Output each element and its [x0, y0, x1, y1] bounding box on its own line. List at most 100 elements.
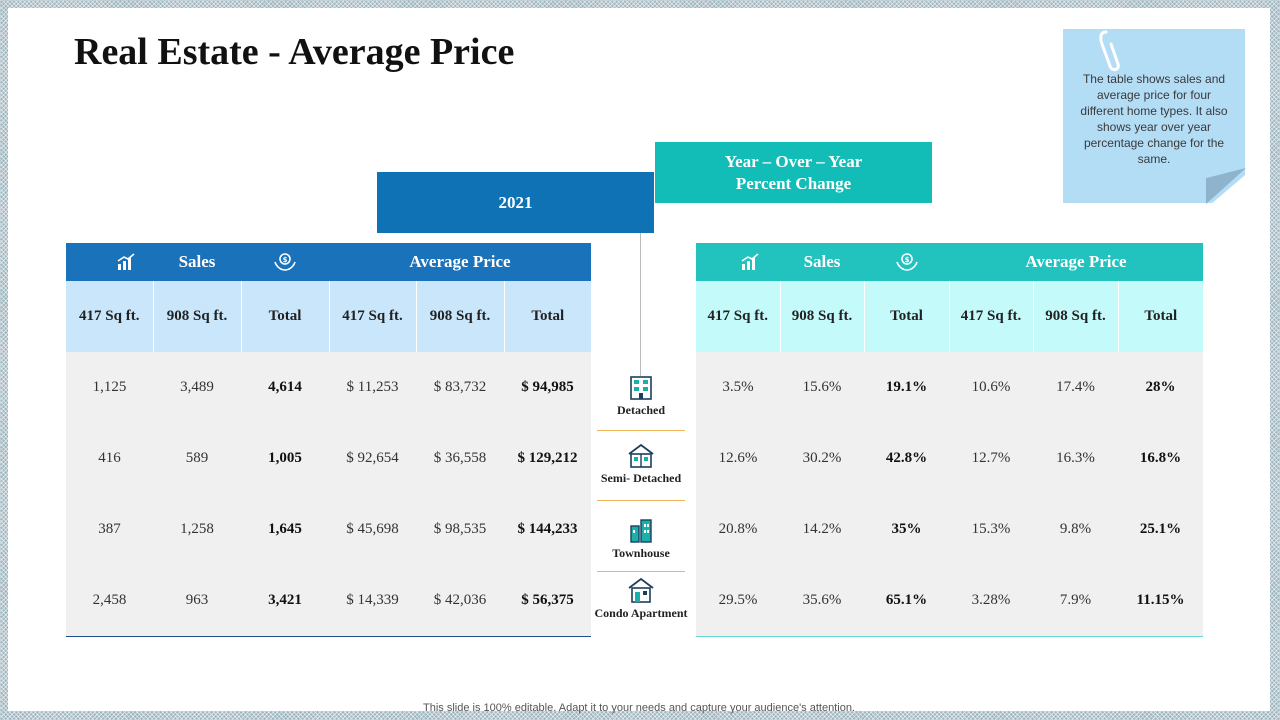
subheader-cell: 417 Sq ft.: [329, 281, 417, 352]
table-cell: 29.5%: [696, 565, 780, 637]
subheader-cell: 417 Sq ft.: [949, 281, 1034, 352]
table-cell: $ 11,253: [329, 352, 416, 423]
table-cell: $ 83,732: [416, 352, 504, 423]
growth-chart-icon: [741, 253, 759, 270]
table-cell: $ 45,698: [329, 494, 416, 565]
table-cell: 1,645: [241, 494, 329, 565]
home-type-detached: Detached: [593, 375, 689, 418]
table-cell: 3.5%: [696, 352, 780, 423]
table-cell: 1,258: [153, 494, 241, 565]
sales-group-header: Sales: [153, 243, 241, 281]
table-cell: $ 94,985: [504, 352, 591, 423]
table-subheader-row: 417 Sq ft. 908 Sq ft. Total 417 Sq ft. 9…: [66, 281, 591, 352]
subheader-cell: 908 Sq ft.: [153, 281, 242, 352]
sticky-note: [1063, 29, 1245, 203]
header-icon-cell: [696, 243, 780, 281]
growth-chart-icon: [117, 253, 135, 270]
divider: [597, 571, 685, 572]
table-cell: 42.8%: [864, 423, 949, 494]
table-row: 387 1,258 1,645 $ 45,698 $ 98,535 $ 144,…: [66, 494, 591, 565]
home-type-label: Condo Apartment: [594, 606, 688, 620]
yoy-header: Year – Over – Year Percent Change: [655, 142, 932, 203]
table-cell: $ 129,212: [504, 423, 591, 494]
table-cell: 65.1%: [864, 565, 949, 637]
table-cell: 10.6%: [949, 352, 1033, 423]
subheader-cell: Total: [864, 281, 950, 352]
detached-house-icon: [630, 376, 652, 400]
table-cell: 35.6%: [780, 565, 864, 637]
table-row: 3.5% 15.6% 19.1% 10.6% 17.4% 28%: [696, 352, 1203, 423]
table-cell: 14.2%: [780, 494, 864, 565]
table-cell: 16.3%: [1033, 423, 1118, 494]
connector-line: [640, 233, 641, 376]
table-cell: 12.6%: [696, 423, 780, 494]
townhouse-icon: [630, 519, 652, 543]
home-type-semi-detached: Semi- Detached: [593, 443, 689, 486]
home-type-label: Townhouse: [612, 546, 670, 560]
table-cell: 963: [153, 565, 241, 637]
table-cell: 30.2%: [780, 423, 864, 494]
money-hand-icon: $: [274, 253, 296, 271]
divider: [597, 500, 685, 501]
table-cell: 7.9%: [1033, 565, 1118, 637]
subheader-cell: Total: [241, 281, 330, 352]
year-2021-header: 2021: [377, 172, 654, 233]
sales-group-header: Sales: [780, 243, 864, 281]
table-row: 1,125 3,489 4,614 $ 11,253 $ 83,732 $ 94…: [66, 352, 591, 423]
table-cell: 20.8%: [696, 494, 780, 565]
semi-detached-house-icon: [628, 443, 654, 468]
subheader-cell: 908 Sq ft.: [780, 281, 865, 352]
table-cell: 15.6%: [780, 352, 864, 423]
note-text: The table shows sales and average price …: [1080, 72, 1228, 166]
yoy-label-line1: Year – Over – Year: [724, 151, 863, 171]
table-cell: 9.8%: [1033, 494, 1118, 565]
table-cell: 3.28%: [949, 565, 1033, 637]
table-cell: 1,125: [66, 352, 153, 423]
table-row: 20.8% 14.2% 35% 15.3% 9.8% 25.1%: [696, 494, 1203, 565]
table-cell: 3,489: [153, 352, 241, 423]
table-cell: 589: [153, 423, 241, 494]
condo-apartment-icon: [628, 577, 654, 603]
table-cell: 28%: [1118, 352, 1203, 423]
table-cell: $ 144,233: [504, 494, 591, 565]
table-cell: $ 98,535: [416, 494, 504, 565]
svg-text:$: $: [283, 256, 288, 264]
table-row: 416 589 1,005 $ 92,654 $ 36,558 $ 129,21…: [66, 423, 591, 494]
money-hand-icon: $: [895, 253, 918, 271]
table-cell: 16.8%: [1118, 423, 1203, 494]
table-cell: 15.3%: [949, 494, 1033, 565]
table-cell: 4,614: [241, 352, 329, 423]
table-cell: $ 14,339: [329, 565, 416, 637]
svg-text:$: $: [904, 256, 909, 264]
paperclip-icon: [1099, 30, 1120, 72]
sales-2021-table: Sales $ Average Price 417 Sq ft. 908 Sq …: [66, 243, 591, 637]
table-cell: 2,458: [66, 565, 153, 637]
table-cell: 25.1%: [1118, 494, 1203, 565]
table-cell: 12.7%: [949, 423, 1033, 494]
table-cell: $ 92,654: [329, 423, 416, 494]
subheader-cell: 417 Sq ft.: [66, 281, 154, 352]
subheader-cell: Total: [504, 281, 591, 352]
table-cell: 19.1%: [864, 352, 949, 423]
header-icon-cell: $: [241, 243, 329, 281]
subheader-cell: 908 Sq ft.: [416, 281, 505, 352]
home-type-label: Detached: [617, 403, 665, 417]
table-cell: $ 42,036: [416, 565, 504, 637]
subheader-cell: 908 Sq ft.: [1033, 281, 1119, 352]
home-type-label: Semi- Detached: [600, 471, 682, 485]
table-cell: 1,005: [241, 423, 329, 494]
table-cell: 11.15%: [1118, 565, 1203, 637]
table-group-header-row: Sales $ Average Price: [66, 243, 591, 281]
yoy-label-line2: Percent Change: [735, 173, 852, 193]
year-2021-label: 2021: [498, 192, 533, 212]
avg-price-group-header: Average Price: [329, 243, 591, 281]
home-type-townhouse: Townhouse: [593, 518, 689, 561]
page-title: Real Estate - Average Price: [74, 31, 515, 73]
table-cell: 35%: [864, 494, 949, 565]
header-icon-cell: $: [864, 243, 949, 281]
yoy-change-table: Sales $ Average Price 417 Sq ft. 908 Sq …: [696, 243, 1203, 637]
header-icon-cell: [66, 243, 153, 281]
subheader-cell: Total: [1118, 281, 1203, 352]
table-cell: 17.4%: [1033, 352, 1118, 423]
home-type-condo-apartment: Condo Apartment: [593, 576, 689, 621]
